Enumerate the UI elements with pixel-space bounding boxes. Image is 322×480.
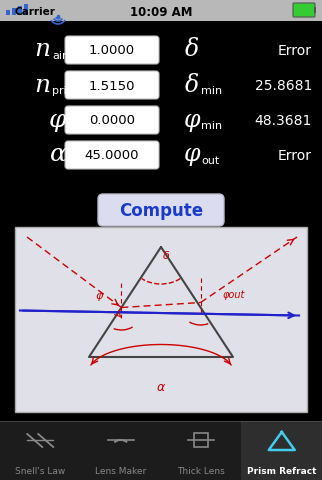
Bar [314,8,316,14]
Text: Thick Lens: Thick Lens [177,467,225,476]
FancyBboxPatch shape [65,37,159,65]
FancyBboxPatch shape [65,72,159,100]
Text: min: min [201,86,222,96]
Bar [194,433,208,447]
Text: δ: δ [163,251,169,261]
Text: α: α [50,143,66,166]
Text: Carrier: Carrier [14,7,55,17]
Text: α: α [157,381,165,394]
Text: prism: prism [52,86,83,96]
Text: φout: φout [223,290,245,300]
Text: φ: φ [184,108,200,131]
Bar [6,11,10,16]
Text: min: min [201,121,222,131]
Text: Error: Error [278,149,312,163]
Text: Prism Refract: Prism Refract [247,467,317,476]
Text: n: n [34,73,50,96]
Text: 1.5150: 1.5150 [89,79,135,92]
Text: n: n [34,38,50,61]
Text: 45.0000: 45.0000 [85,149,139,162]
FancyBboxPatch shape [65,142,159,169]
FancyBboxPatch shape [65,107,159,135]
Text: φ: φ [96,291,103,301]
Bar [0,421,322,480]
Bar [242,421,322,480]
Text: δ: δ [185,38,199,61]
Text: φ: φ [184,143,200,166]
Text: 1.0000: 1.0000 [89,45,135,58]
Text: δ: δ [185,73,199,96]
FancyBboxPatch shape [293,4,315,18]
Text: Lens Maker: Lens Maker [95,467,147,476]
Bar [15,228,307,412]
Bar [18,7,22,16]
Bar [24,5,28,16]
Text: Snell's Law: Snell's Law [15,467,65,476]
Text: 10:09 AM: 10:09 AM [130,5,192,18]
Text: 48.3681: 48.3681 [255,114,312,128]
Bar [12,9,16,16]
Text: 25.8681: 25.8681 [255,79,312,93]
FancyBboxPatch shape [98,194,224,227]
Text: air: air [52,51,67,61]
Text: out: out [201,156,219,166]
Text: 0.0000: 0.0000 [89,114,135,127]
Text: Error: Error [278,44,312,58]
Bar [0,0,322,22]
Text: Compute: Compute [119,202,203,219]
Text: φ: φ [49,108,67,131]
